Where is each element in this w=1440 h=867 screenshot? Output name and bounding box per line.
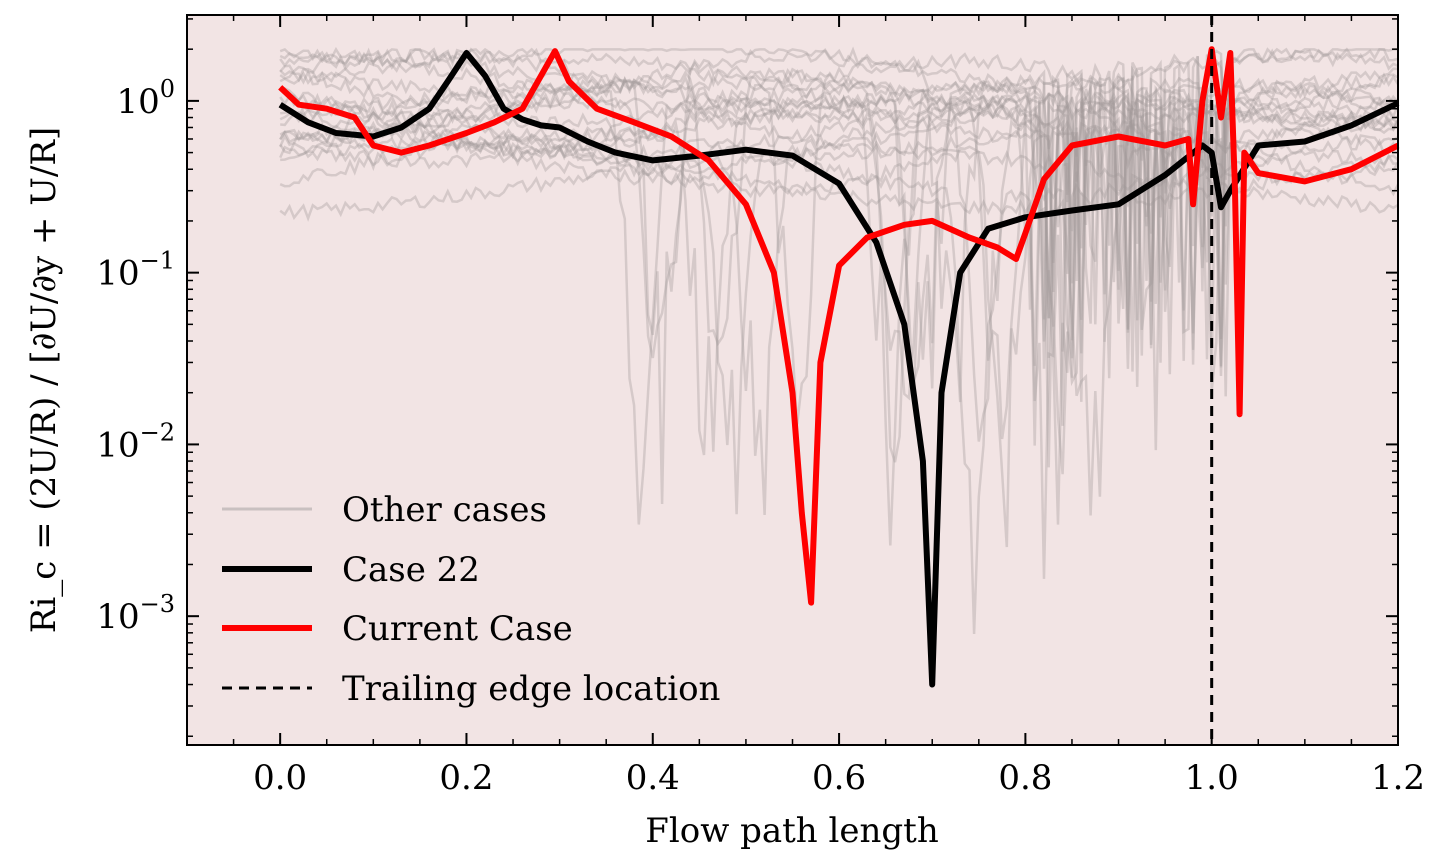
- series-line-case-22: [278, 50, 1400, 688]
- legend-label: Trailing edge location: [342, 669, 720, 709]
- other-case-line: [279, 67, 1399, 505]
- legend-label: Other cases: [342, 490, 547, 530]
- x-tick-label: 1.0: [1185, 758, 1239, 798]
- other-case-line: [279, 143, 1399, 515]
- y-tick-label: 10−1: [96, 247, 175, 294]
- legend-label: Current Case: [342, 609, 573, 649]
- legend-label: Case 22: [342, 550, 480, 590]
- y-axis-title: Ri_c = (2U/R) / [∂U/∂y + U/R]: [24, 127, 64, 633]
- x-tick-label: 0.2: [439, 758, 493, 798]
- x-tick-label: 0.4: [626, 758, 680, 798]
- y-tick-label: 10−3: [96, 590, 175, 637]
- x-axis-title: Flow path length: [645, 811, 938, 851]
- other-case-line: [279, 91, 1399, 456]
- series-line-current-case: [278, 46, 1400, 606]
- series-layer: [278, 46, 1400, 688]
- other-case-line: [279, 46, 1399, 546]
- x-tick-label: 1.2: [1371, 758, 1425, 798]
- x-tick-label: 0.6: [812, 758, 866, 798]
- y-tick-label: 100: [116, 75, 175, 122]
- x-tick-label: 0.0: [253, 758, 307, 798]
- ticks-layer: 0.0 0.2 0.4 0.6 0.8 1.0 1.2 100 10−1 10−2 10−3: [96, 15, 1425, 798]
- x-tick-label: 0.8: [998, 758, 1052, 798]
- y-tick-label: 10−2: [96, 418, 175, 465]
- legend: Other cases Case 22 Current Case Trailing e…: [222, 490, 720, 709]
